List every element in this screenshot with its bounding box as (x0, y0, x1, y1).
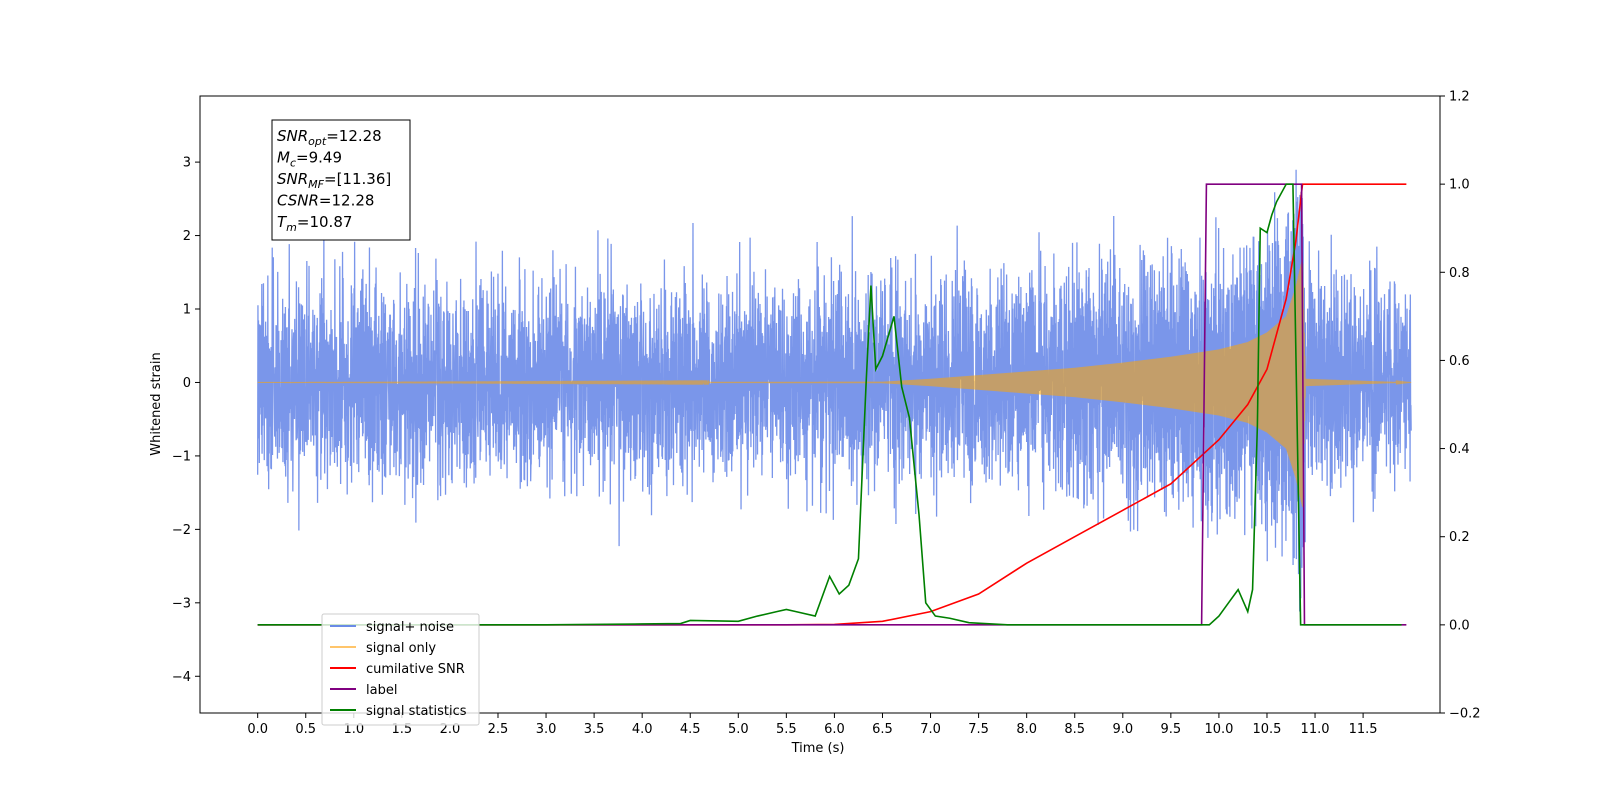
series-signal-statistics (257, 183, 1402, 626)
x-tick-label: 6.5 (872, 722, 893, 737)
legend-frame (321, 613, 480, 726)
x-axis: 0.0 0.5 1.0 1.5 2.0 2.5 3.0 3.5 4.0 4.5 5.0 5.5 6.0 6… (247, 713, 1378, 737)
annotation-snr-mf: SNRMF=[11.36] (277, 170, 391, 191)
legend-item-label: signal+ noise (366, 620, 454, 635)
y-tick-label: 0 (183, 376, 191, 391)
x-tick-label: 5.5 (776, 722, 797, 737)
annotation-box: SNRopt=12.28Mc=9.49SNRMF=[11.36]CSNR=12.… (271, 119, 411, 241)
x-tick-label: 8.5 (1064, 722, 1085, 737)
x-tick-label: 10.5 (1253, 722, 1282, 737)
x-tick-label: 10.0 (1204, 722, 1233, 737)
x-tick-label: 0.5 (295, 722, 316, 737)
x-tick-label: 7.5 (968, 722, 989, 737)
x-tick-label: 11.5 (1349, 722, 1378, 737)
y-tick-label: 2 (183, 229, 191, 244)
y2-tick-label: 0.8 (1449, 266, 1470, 281)
x-tick-label: 1.0 (343, 722, 364, 737)
annotation-snr-opt: SNRopt=12.28 (277, 127, 382, 148)
legend-item-label: signal only (366, 641, 436, 656)
y2-tick-label: 0.6 (1449, 354, 1470, 369)
legend-item-label: label (366, 683, 397, 698)
y2-tick-label: −0.2 (1449, 707, 1481, 722)
y-tick-label: −3 (172, 596, 191, 611)
y2-tick-label: 1.0 (1449, 178, 1470, 193)
plot-frame (199, 95, 1441, 714)
y-axis-right: −0.2 0.0 0.2 0.4 0.6 0.8 1.0 1.2 (1440, 90, 1481, 722)
y-tick-label: −4 (172, 670, 191, 685)
x-tick-label: 1.5 (392, 722, 413, 737)
x-tick-label: 4.5 (680, 722, 701, 737)
annotation-frame (271, 119, 411, 241)
legend-item-label: signal statistics (366, 704, 467, 719)
y2-tick-label: 1.2 (1449, 90, 1470, 105)
y-tick-label: −2 (172, 523, 191, 538)
y-axis-left: −4 −3 −2 −1 0 1 2 3 (172, 156, 200, 685)
y2-tick-label: 0.0 (1449, 618, 1470, 633)
y2-tick-label: 0.4 (1449, 442, 1470, 457)
legend: signal+ noise signal only cumilative SNR la… (321, 613, 480, 726)
y-tick-label: −1 (172, 449, 191, 464)
x-tick-label: 4.0 (632, 722, 653, 737)
series-layer (257, 169, 1412, 626)
series-cumulative-snr (257, 183, 1407, 626)
x-axis-label: Time (s) (791, 741, 845, 756)
x-tick-label: 11.0 (1301, 722, 1330, 737)
x-tick-label: 7.0 (920, 722, 941, 737)
series-signal-noise (257, 169, 1412, 612)
x-tick-label: 3.0 (536, 722, 557, 737)
annotation-mc: Mc=9.49 (277, 149, 342, 170)
x-tick-label: 0.0 (247, 722, 268, 737)
annotation-tm: Tm=10.87 (277, 213, 352, 234)
y-tick-label: 3 (183, 156, 191, 171)
series-signal-only (257, 259, 1412, 507)
y2-tick-label: 0.2 (1449, 530, 1470, 545)
x-tick-label: 5.0 (728, 722, 749, 737)
y-tick-label: 1 (183, 303, 191, 318)
x-tick-label: 9.0 (1112, 722, 1133, 737)
x-tick-label: 2.5 (488, 722, 509, 737)
x-tick-label: 6.0 (824, 722, 845, 737)
x-tick-label: 8.0 (1016, 722, 1037, 737)
x-tick-label: 2.0 (440, 722, 461, 737)
annotation-csnr: CSNR=12.28 (277, 192, 374, 210)
x-tick-label: 3.5 (584, 722, 605, 737)
legend-item-label: cumilative SNR (366, 662, 465, 677)
y-axis-label: Whitened strain (149, 352, 164, 455)
x-tick-label: 9.5 (1161, 722, 1182, 737)
